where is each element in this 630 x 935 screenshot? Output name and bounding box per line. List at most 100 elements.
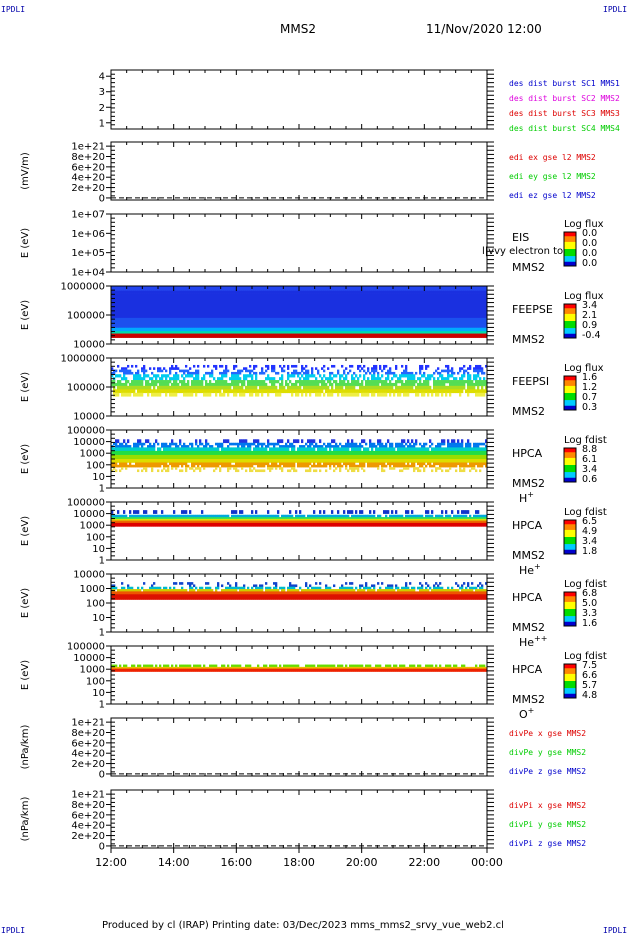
- spectrogram-cell: [153, 443, 155, 446]
- spectrogram-cell: [249, 312, 251, 315]
- spectrogram-cell: [461, 288, 463, 291]
- spectrogram-cell: [301, 294, 303, 297]
- spectrogram-cell: [229, 312, 231, 315]
- spectrogram-cell: [227, 389, 229, 393]
- spectrogram-cell: [417, 331, 419, 334]
- spectrogram-cell: [397, 300, 399, 303]
- spectrogram-cell: [337, 328, 339, 332]
- spectrogram-cell: [373, 303, 375, 306]
- spectrogram-cell: [147, 380, 149, 383]
- spectrogram-cell: [355, 389, 357, 393]
- spectrogram-cell: [481, 321, 483, 325]
- spectrogram-cell: [213, 291, 215, 294]
- spectrogram-cell: [163, 389, 165, 393]
- spectrogram-cell: [157, 367, 159, 370]
- spectrogram-cell: [453, 294, 455, 297]
- spectrogram-cell: [473, 291, 475, 294]
- spectrogram-cell: [229, 291, 231, 294]
- spectrogram-cell: [131, 334, 133, 338]
- spectrogram-cell: [121, 445, 123, 448]
- spectrogram-cell: [387, 377, 389, 380]
- spectrogram-cell: [365, 324, 367, 328]
- spectrogram-cell: [161, 334, 163, 338]
- spectrogram-cell: [373, 288, 375, 291]
- spectrogram-cell: [483, 334, 485, 338]
- spectrogram-cell: [277, 331, 279, 334]
- spectrogram-cell: [119, 288, 121, 291]
- spectrogram-cell: [205, 318, 207, 322]
- spectrogram-cell: [261, 324, 263, 328]
- spectrogram-cell: [175, 334, 177, 338]
- spectrogram-cell: [367, 328, 369, 332]
- spectrogram-cell: [227, 331, 229, 334]
- spectrogram-cell: [435, 334, 437, 338]
- spectrogram-cell: [305, 328, 307, 332]
- spectrogram-cell: [137, 306, 139, 309]
- spectrogram-cell: [115, 288, 117, 291]
- spectrogram-cell: [239, 288, 241, 291]
- spectrogram-cell: [237, 374, 239, 377]
- spectrogram-cell: [363, 377, 365, 380]
- spectrogram-cell: [399, 331, 401, 334]
- spectrogram-cell: [351, 300, 353, 303]
- spectrogram-cell: [373, 306, 375, 309]
- spectrogram-cell: [423, 306, 425, 309]
- spectrogram-cell: [165, 380, 167, 383]
- spectrogram-cell: [443, 383, 445, 386]
- spectrogram-cell: [185, 309, 187, 312]
- spectrogram-cell: [213, 386, 215, 390]
- spectrogram-cell: [477, 297, 479, 300]
- spectrogram-cell: [233, 291, 235, 294]
- spectrogram-cell: [435, 318, 437, 322]
- spectrogram-cell: [123, 297, 125, 300]
- spectrogram-cell: [161, 303, 163, 306]
- spectrogram-cell: [181, 370, 183, 373]
- spectrogram-cell: [167, 374, 169, 377]
- spectrogram-cell: [311, 386, 313, 390]
- spectrogram-cell: [309, 315, 311, 318]
- spectrogram-cell: [181, 324, 183, 328]
- spectrogram-cell: [229, 288, 231, 291]
- spectrogram-cell: [179, 389, 181, 393]
- spectrogram-cell: [221, 383, 223, 386]
- spectrogram-cell: [407, 393, 409, 397]
- spectrogram-cell: [305, 334, 307, 338]
- spectrogram-cell: [303, 445, 305, 448]
- spectrogram-cell: [397, 377, 399, 380]
- spectrogram-cell: [139, 294, 141, 297]
- spectrogram-cell: [451, 306, 453, 309]
- spectrogram-cell: [221, 393, 223, 397]
- spectrogram-cell: [345, 297, 347, 300]
- spectrogram-cell: [169, 318, 171, 322]
- spectrogram-cell: [233, 297, 235, 300]
- spectrogram-cell: [289, 300, 291, 303]
- spectrogram-cell: [335, 389, 337, 393]
- spectrogram-cell: [419, 309, 421, 312]
- spectrogram-cell: [149, 291, 151, 294]
- spectrogram-cell: [241, 291, 243, 294]
- spectrogram-cell: [473, 331, 475, 334]
- spectrogram-cell: [303, 328, 305, 332]
- spectrogram-cell: [251, 393, 253, 397]
- spectrogram-cell: [303, 386, 305, 390]
- spectrogram-cell: [145, 318, 147, 322]
- spectrogram-cell: [477, 334, 479, 338]
- spectrogram-cell: [267, 439, 269, 443]
- spectrogram-cell: [463, 318, 465, 322]
- spectrogram-cell: [483, 377, 485, 380]
- spectrogram-cell: [475, 370, 477, 373]
- spectrogram-cell: [437, 318, 439, 322]
- spectrogram-cell: [433, 328, 435, 332]
- spectrogram-cell: [245, 294, 247, 297]
- spectrogram-cell: [317, 445, 319, 448]
- spectrogram-cell: [343, 389, 345, 393]
- spectrogram-cell: [451, 297, 453, 300]
- spectrogram-cell: [199, 383, 201, 386]
- spectrogram-cell: [295, 291, 297, 294]
- spectrogram-cell: [175, 443, 177, 446]
- spectrogram-cell: [399, 321, 401, 325]
- spectrogram-cell: [197, 324, 199, 328]
- spectrogram-cell: [305, 377, 307, 380]
- spectrogram-cell: [333, 374, 335, 377]
- spectrogram-cell: [335, 321, 337, 325]
